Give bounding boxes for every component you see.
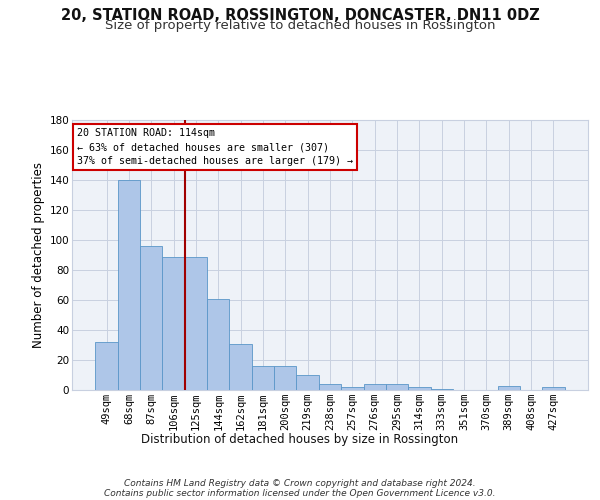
Text: Distribution of detached houses by size in Rossington: Distribution of detached houses by size … [142,432,458,446]
Bar [274,366,296,390]
Text: 20 STATION ROAD: 114sqm
← 63% of detached houses are smaller (307)
37% of semi-d: 20 STATION ROAD: 114sqm ← 63% of detache… [77,128,353,166]
Bar [207,298,229,390]
Bar [431,388,453,390]
Bar [319,384,341,390]
Bar [95,342,118,390]
Text: 20, STATION ROAD, ROSSINGTON, DONCASTER, DN11 0DZ: 20, STATION ROAD, ROSSINGTON, DONCASTER,… [61,8,539,22]
Bar [542,387,565,390]
Bar [341,387,364,390]
Text: Contains public sector information licensed under the Open Government Licence v3: Contains public sector information licen… [104,488,496,498]
Bar [229,344,252,390]
Text: Size of property relative to detached houses in Rossington: Size of property relative to detached ho… [105,18,495,32]
Bar [163,256,185,390]
Y-axis label: Number of detached properties: Number of detached properties [32,162,46,348]
Bar [364,384,386,390]
Text: Contains HM Land Registry data © Crown copyright and database right 2024.: Contains HM Land Registry data © Crown c… [124,478,476,488]
Bar [408,387,431,390]
Bar [140,246,163,390]
Bar [118,180,140,390]
Bar [296,375,319,390]
Bar [185,256,207,390]
Bar [252,366,274,390]
Bar [497,386,520,390]
Bar [386,384,408,390]
